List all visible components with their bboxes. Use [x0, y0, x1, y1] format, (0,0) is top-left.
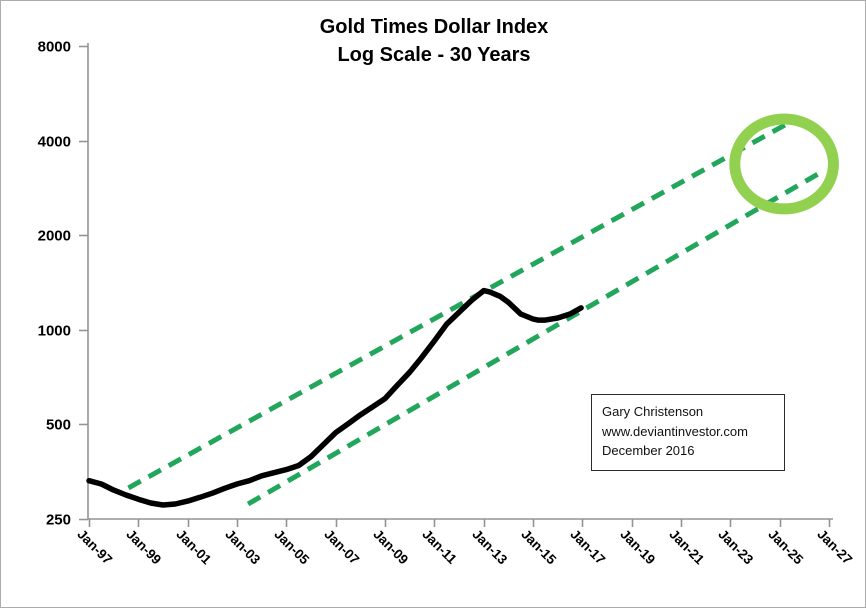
- x-tick-label: Jan-21: [666, 527, 707, 568]
- x-tick-label: Jan-09: [370, 527, 411, 568]
- price-series-line: [86, 287, 584, 508]
- trend-channel-lines: [127, 116, 825, 507]
- y-tick-label: 8000: [38, 39, 71, 56]
- x-tick-label: Jan-99: [123, 527, 164, 568]
- series-polyline: [86, 287, 584, 508]
- y-tick-label: 2000: [38, 228, 71, 245]
- y-tick-label: 1000: [38, 323, 71, 340]
- x-tick-label: Jan-13: [469, 527, 510, 568]
- y-tick-label: 250: [46, 512, 71, 529]
- author-annotation-box: Gary Christenson www.deviantinvestor.com…: [591, 394, 785, 471]
- trend-line-lower: [246, 168, 825, 507]
- x-tick-label: Jan-05: [271, 527, 312, 568]
- annotation-website: www.deviantinvestor.com: [602, 423, 748, 439]
- target-highlight-circle: [729, 113, 839, 215]
- x-tick-label: Jan-23: [715, 527, 756, 568]
- x-tick-label: Jan-27: [814, 527, 855, 568]
- x-tick-label: Jan-17: [567, 527, 608, 568]
- x-tick-label: Jan-25: [765, 527, 806, 568]
- x-tick-label: Jan-11: [419, 527, 460, 568]
- x-tick-label: Jan-97: [74, 527, 115, 568]
- x-tick-label: Jan-07: [321, 527, 362, 568]
- x-tick-label: Jan-01: [173, 527, 214, 568]
- annotation-author: Gary Christenson: [602, 404, 704, 419]
- trend-line-upper: [127, 116, 798, 491]
- y-tick-label: 500: [46, 417, 71, 434]
- x-tick-label: Jan-19: [617, 527, 658, 568]
- annotation-date: December 2016: [602, 443, 695, 458]
- highlight-ellipse: [729, 113, 839, 215]
- y-tick-label: 4000: [38, 134, 71, 151]
- x-tick-label: Jan-03: [222, 527, 263, 568]
- x-tick-label: Jan-15: [518, 527, 559, 568]
